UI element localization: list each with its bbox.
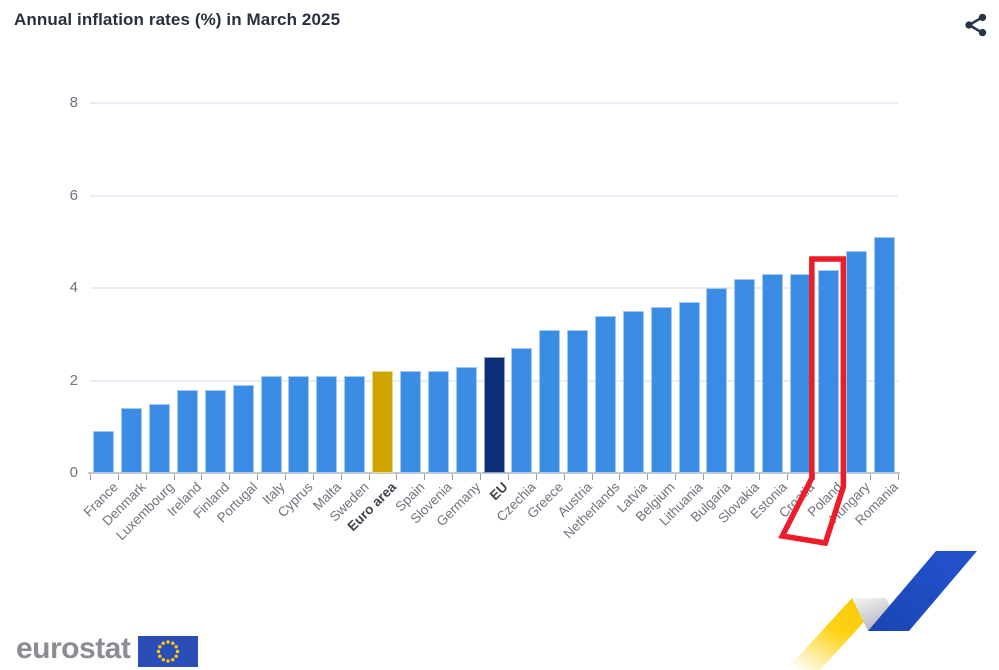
bar-croatia[interactable] — [789, 274, 811, 473]
x-axis-tick — [702, 474, 704, 480]
bar-finland[interactable] — [204, 389, 226, 473]
bar-netherlands[interactable] — [594, 315, 616, 473]
x-axis-tick — [312, 474, 314, 480]
bar-eu[interactable] — [483, 357, 505, 473]
bar-ireland[interactable] — [177, 389, 199, 473]
bar-germany[interactable] — [455, 366, 477, 473]
bar-belgium[interactable] — [650, 306, 672, 473]
eu-flag-icon — [138, 636, 198, 667]
x-axis-tick — [898, 474, 899, 480]
x-axis-tick — [480, 474, 482, 480]
bar-romania[interactable] — [873, 237, 895, 473]
bar-portugal[interactable] — [232, 385, 254, 473]
x-axis-tick — [730, 474, 732, 480]
x-axis-tick — [647, 474, 649, 480]
x-axis-tick — [870, 474, 872, 480]
share-button[interactable] — [959, 8, 993, 42]
y-axis-label-8: 8 — [69, 94, 78, 111]
eurostat-ribbon-icon — [786, 551, 977, 670]
bar-euro-area[interactable] — [372, 371, 394, 473]
bar-czechia[interactable] — [511, 348, 533, 473]
bar-bulgaria[interactable] — [706, 288, 728, 473]
bar-malta[interactable] — [316, 375, 338, 473]
x-axis-tick — [285, 474, 287, 480]
x-axis-tick — [424, 474, 426, 480]
bar-france[interactable] — [93, 431, 115, 473]
y-axis-label-2: 2 — [69, 371, 78, 389]
bar-sweden[interactable] — [344, 375, 366, 473]
x-axis-tick — [340, 474, 342, 480]
bar-austria[interactable] — [567, 329, 589, 473]
bar-poland[interactable] — [817, 269, 839, 473]
bar-lithuania[interactable] — [678, 301, 700, 473]
x-axis-tick — [675, 474, 677, 480]
x-axis-tick — [396, 474, 398, 480]
bar-italy[interactable] — [260, 375, 282, 473]
x-axis-tick — [758, 474, 760, 480]
x-axis-tick — [563, 474, 565, 480]
gridline-4 — [90, 287, 898, 289]
share-icon — [965, 13, 987, 37]
x-axis-tick — [257, 474, 259, 480]
x-axis-tick — [229, 474, 231, 480]
x-axis-tick — [173, 474, 175, 480]
x-axis-tick — [619, 474, 621, 480]
bar-greece[interactable] — [539, 329, 561, 473]
x-axis-tick — [814, 474, 816, 480]
bar-spain[interactable] — [399, 371, 421, 473]
bar-slovakia[interactable] — [734, 278, 756, 473]
x-axis-tick — [535, 474, 537, 480]
x-axis-tick — [117, 474, 119, 480]
x-axis-line — [88, 472, 900, 474]
chart-title: Annual inflation rates (%) in March 2025 — [14, 10, 341, 29]
bar-latvia[interactable] — [622, 311, 644, 473]
y-axis-label-4: 4 — [69, 279, 78, 296]
x-axis-tick — [452, 474, 454, 480]
x-axis-tick — [201, 474, 203, 480]
bar-denmark[interactable] — [121, 408, 143, 473]
x-axis-tick — [90, 474, 91, 480]
y-axis-label-6: 6 — [69, 186, 78, 204]
x-axis-tick — [842, 474, 844, 480]
bar-luxembourg[interactable] — [149, 403, 171, 473]
gridline-6 — [90, 194, 898, 197]
bar-estonia[interactable] — [762, 274, 784, 473]
x-axis-tick — [591, 474, 593, 480]
x-axis-tick — [145, 474, 147, 480]
bar-slovenia[interactable] — [427, 371, 449, 473]
bar-hungary[interactable] — [845, 251, 867, 473]
eurostat-logo-text: eurostat — [16, 632, 131, 665]
y-axis-label-0: 0 — [69, 464, 78, 481]
gridline-8 — [90, 102, 898, 104]
x-axis-tick — [786, 474, 788, 480]
bar-cyprus[interactable] — [288, 375, 310, 473]
x-axis-tick — [368, 474, 370, 480]
x-axis-tick — [507, 474, 509, 480]
